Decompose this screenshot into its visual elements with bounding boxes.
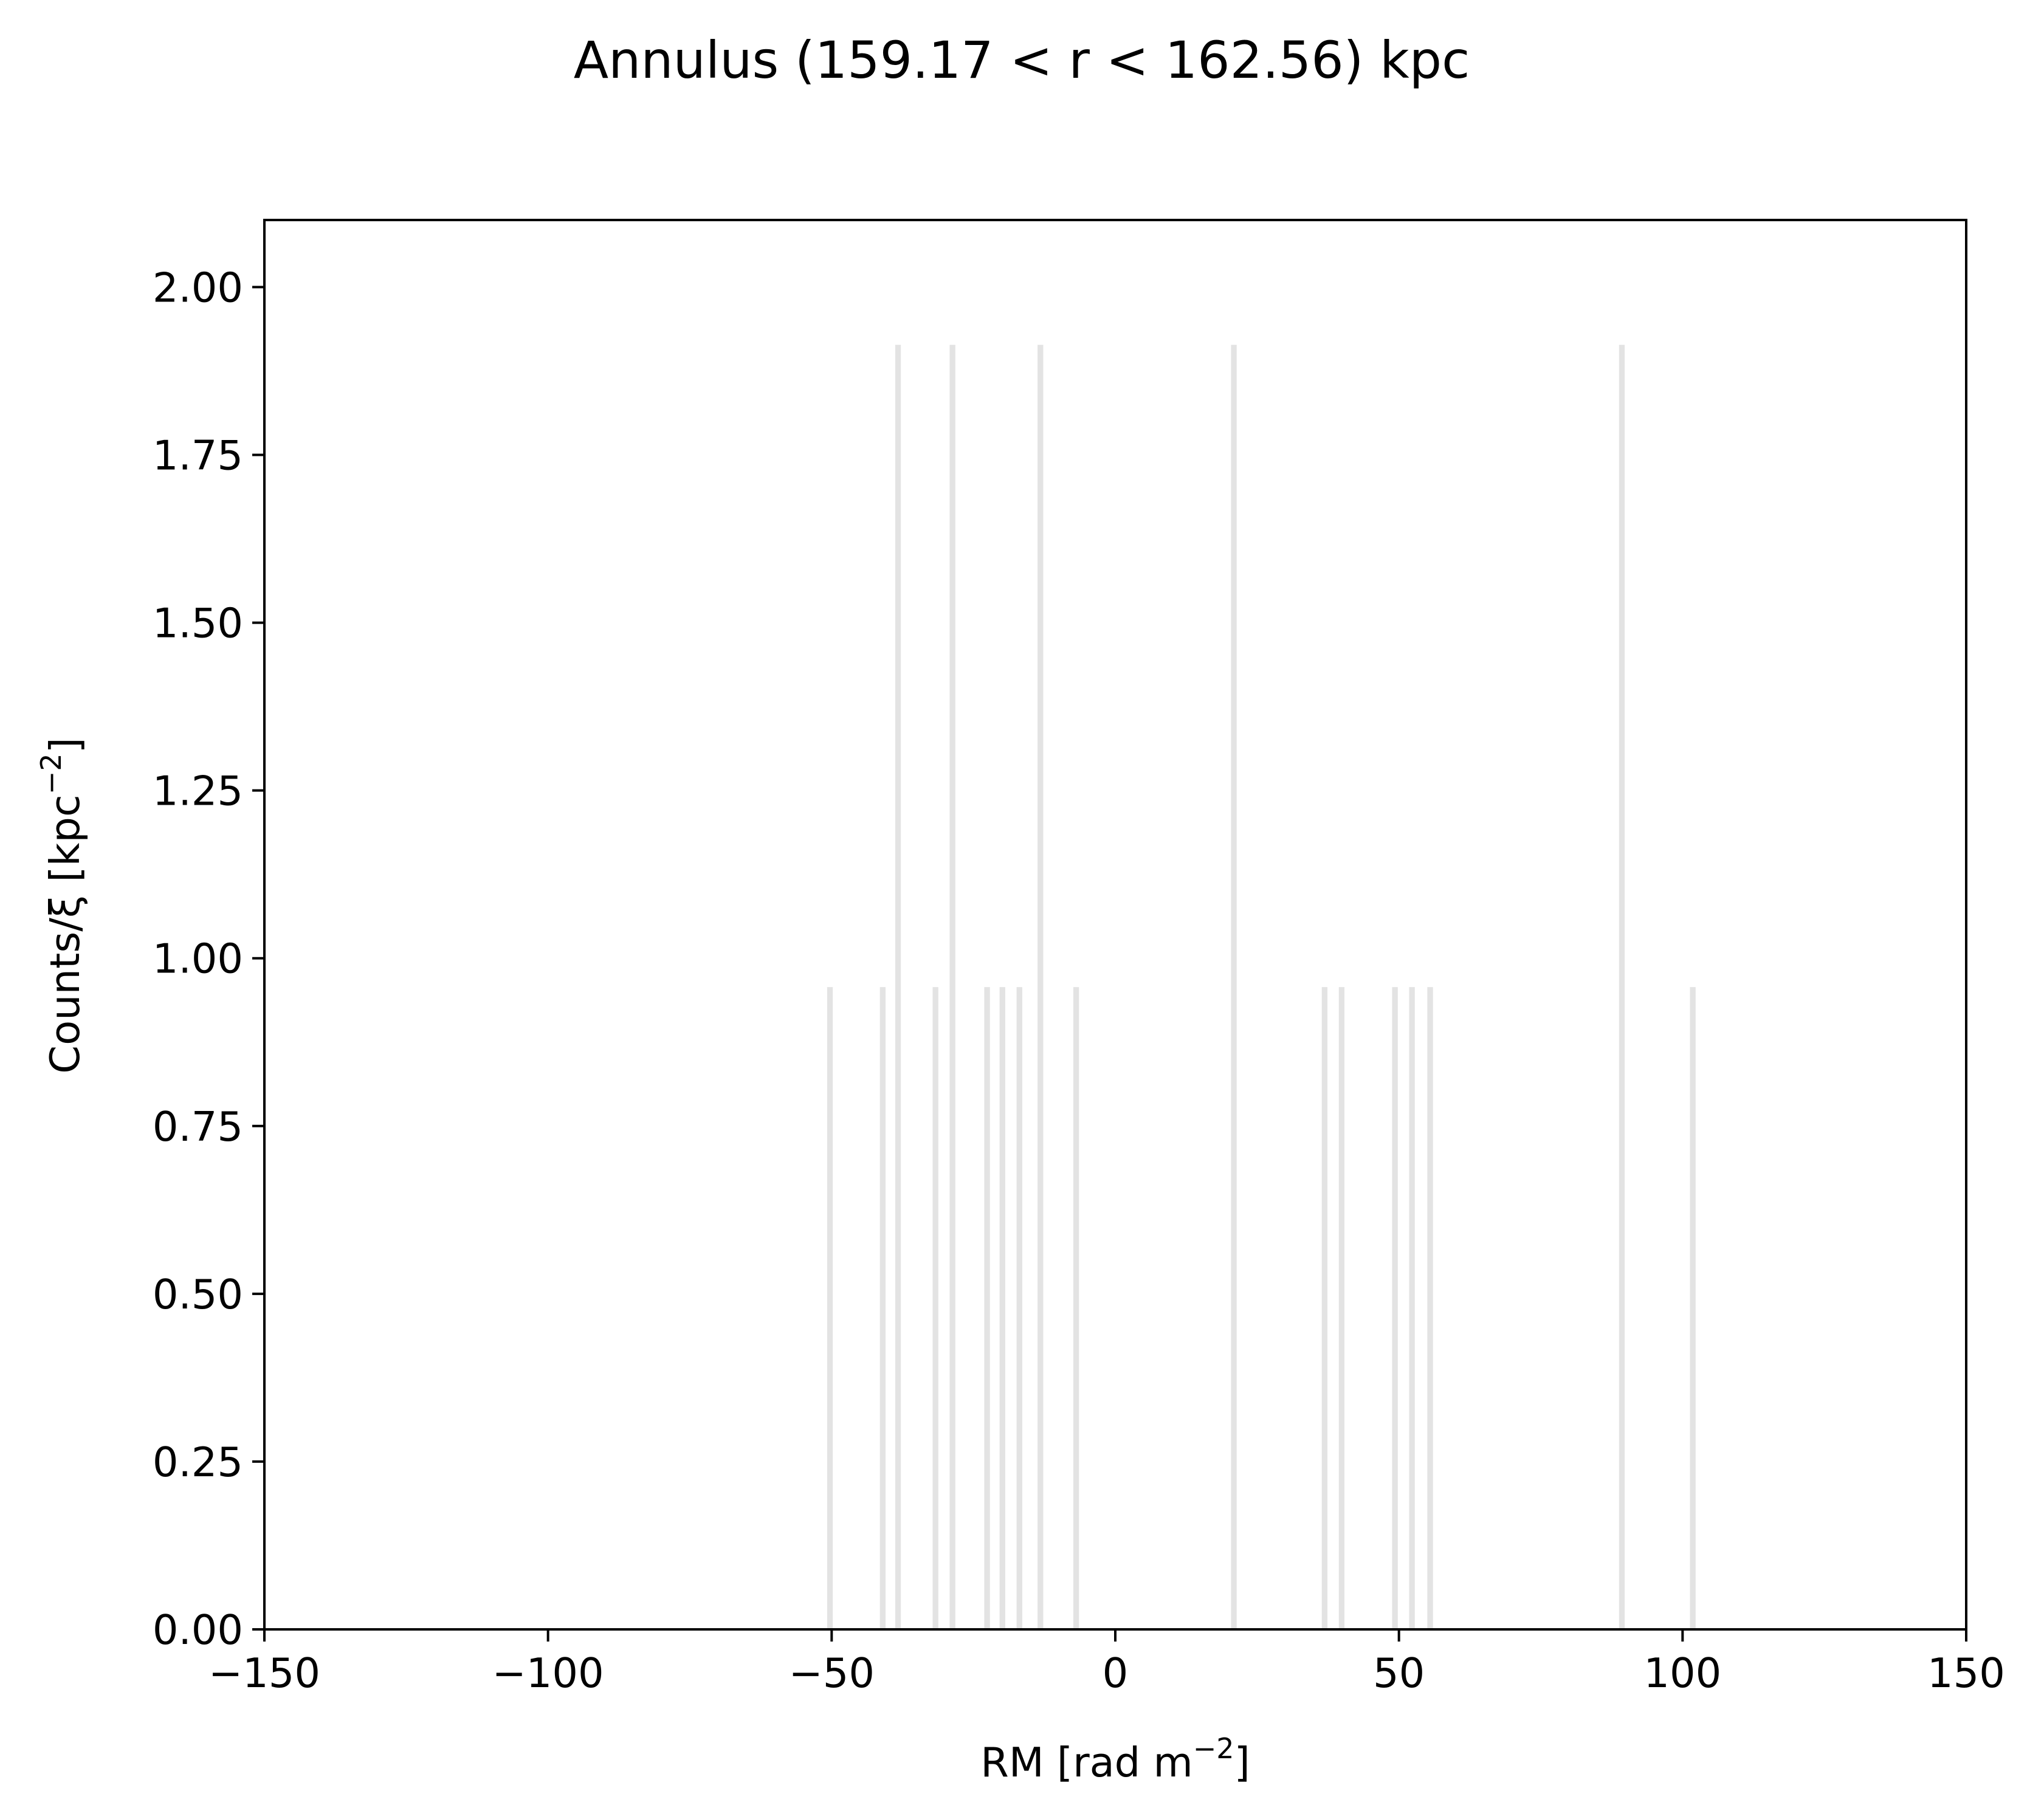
histogram-bar-13 — [1392, 987, 1398, 1629]
histogram-bar-11 — [1321, 987, 1328, 1629]
x-tick-label: 50 — [1373, 1649, 1425, 1697]
histogram-bar-3 — [932, 987, 938, 1629]
x-tick-label: 100 — [1643, 1649, 1721, 1697]
y-tick-label: 1.50 — [153, 600, 243, 647]
histogram-bar-2 — [895, 345, 901, 1629]
histogram-bar-5 — [984, 987, 990, 1629]
histogram-bar-9 — [1073, 987, 1079, 1629]
plot-frame — [263, 219, 1967, 1631]
histogram-bar-14 — [1409, 987, 1415, 1629]
y-tick-label: 0.00 — [153, 1606, 243, 1654]
x-tick-label: 0 — [1103, 1649, 1129, 1697]
y-axis-ticks: 0.00 0.25 0.50 0.75 1.00 1.25 1.50 1.75 2.00 — [153, 264, 264, 1654]
histogram-bar-6 — [999, 987, 1005, 1629]
x-axis-label-base: RM [rad m — [980, 1739, 1193, 1786]
y-tick-label: 1.75 — [153, 432, 243, 480]
y-axis-label: Counts/ξ [kpc−2] — [35, 737, 89, 1073]
histogram-bar-0 — [827, 987, 833, 1629]
x-axis-label: RM [rad m−2] — [980, 1732, 1250, 1786]
histogram-bar-10 — [1231, 345, 1237, 1629]
y-tick-label: 1.00 — [153, 935, 243, 983]
y-tick-label: 1.25 — [153, 768, 243, 815]
histogram-bar-15 — [1427, 987, 1433, 1629]
bars-layer — [827, 345, 1696, 1629]
chart-title: Annulus (159.17 < r < 162.56) kpc — [574, 30, 1470, 90]
histogram-bar-12 — [1338, 987, 1345, 1629]
y-tick-label: 0.25 — [153, 1439, 243, 1486]
histogram-bar-8 — [1037, 345, 1044, 1629]
histogram-bar-7 — [1016, 987, 1022, 1629]
histogram-bar-16 — [1619, 345, 1625, 1629]
y-axis-label-sup: −2 — [35, 753, 67, 794]
y-axis-label-base: Counts/ξ [kpc — [41, 794, 89, 1073]
y-tick-label: 2.00 — [153, 264, 243, 311]
x-tick-label: 150 — [1927, 1649, 2005, 1697]
x-axis-label-tail: ] — [1234, 1739, 1250, 1786]
x-axis-label-sup: −2 — [1193, 1732, 1234, 1765]
x-tick-label: −50 — [789, 1649, 875, 1697]
histogram-bar-17 — [1690, 987, 1696, 1629]
x-tick-label: −100 — [492, 1649, 604, 1697]
y-axis-label-tail: ] — [41, 737, 89, 753]
y-tick-label: 0.50 — [153, 1271, 243, 1318]
y-tick-label: 0.75 — [153, 1103, 243, 1150]
x-tick-label: −150 — [208, 1649, 320, 1697]
x-axis-ticks: −150 −100 −50 0 50 100 150 — [208, 1629, 2005, 1697]
histogram-bar-1 — [879, 987, 886, 1629]
histogram-bar-4 — [949, 345, 955, 1629]
